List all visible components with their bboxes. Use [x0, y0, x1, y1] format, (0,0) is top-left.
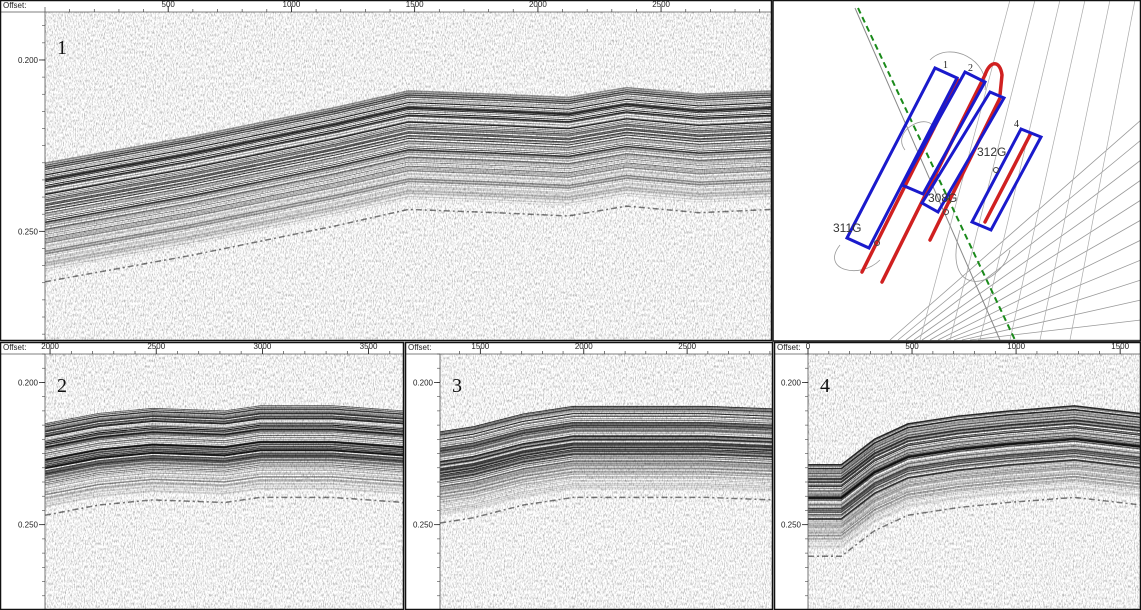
profile-image	[45, 12, 772, 341]
panel-number: 3	[452, 375, 462, 397]
page: {"panels": [ {"number": "1", "offset_lab…	[0, 0, 1141, 610]
offset-label: Offset:	[3, 343, 26, 352]
map-bg	[773, 0, 1141, 341]
x-tick-label: 2000	[41, 342, 59, 351]
x-tick-label: 1000	[1007, 342, 1025, 351]
x-tick-label: 1000	[283, 0, 301, 9]
x-tick-label: 2000	[575, 342, 593, 351]
y-tick-label: 0.250	[413, 521, 434, 530]
x-tick-label: 2500	[652, 0, 670, 9]
map-line-label: 2	[968, 63, 973, 74]
panel-number: 2	[57, 375, 67, 397]
x-tick-label: 1500	[406, 0, 424, 9]
map-line-label: 1	[943, 60, 948, 71]
offset-label: Offset:	[777, 343, 800, 352]
x-tick-label: 0	[806, 342, 811, 351]
profile-panel: Offset: 2000 2500 3000 3500 0.200 0.250 2	[0, 342, 404, 610]
panel-number: 1	[57, 37, 67, 59]
y-tick-label: 0.200	[18, 56, 39, 65]
profile-image	[808, 354, 1141, 610]
x-tick-label: 500	[162, 0, 176, 9]
core-label: 312G	[977, 145, 1006, 159]
x-tick-label: 2000	[529, 0, 547, 9]
core-label: 308G	[928, 191, 957, 205]
x-tick-label: 3500	[360, 342, 378, 351]
x-tick-label: 500	[905, 342, 919, 351]
x-tick-label: 2500	[678, 342, 696, 351]
y-tick-label: 0.250	[781, 521, 802, 530]
x-tick-label: 2500	[147, 342, 165, 351]
y-tick-label: 0.200	[413, 378, 434, 387]
y-tick-label: 0.200	[781, 378, 802, 387]
profile-image	[440, 354, 773, 610]
y-tick-label: 0.250	[18, 521, 39, 530]
x-tick-label: 1500	[471, 342, 489, 351]
y-tick-label: 0.250	[18, 227, 39, 236]
profile-image	[45, 354, 404, 610]
y-tick-label: 0.200	[18, 378, 39, 387]
profile-panel: Offset: 500 1000 1500 2000 2500 0.200 0.250 1	[0, 0, 772, 341]
offset-label: Offset:	[408, 343, 431, 352]
core-label: 311G	[833, 221, 861, 235]
x-tick-label: 1500	[1111, 342, 1129, 351]
profile-panel: Offset: 0 500 1000 1500 0.200 0.250 4	[774, 342, 1141, 610]
track-map: 1 2 4 311G 308G 312G	[773, 0, 1141, 341]
profile-panel: Offset: 1500 2000 2500 0.200 0.250 3	[405, 342, 773, 610]
figure: Offset:50010001500200025000.2000.2501Off…	[0, 0, 1141, 610]
panel-number: 4	[820, 375, 830, 397]
x-tick-label: 3000	[253, 342, 271, 351]
offset-label: Offset:	[3, 1, 26, 10]
map-line-label: 4	[1014, 119, 1019, 130]
